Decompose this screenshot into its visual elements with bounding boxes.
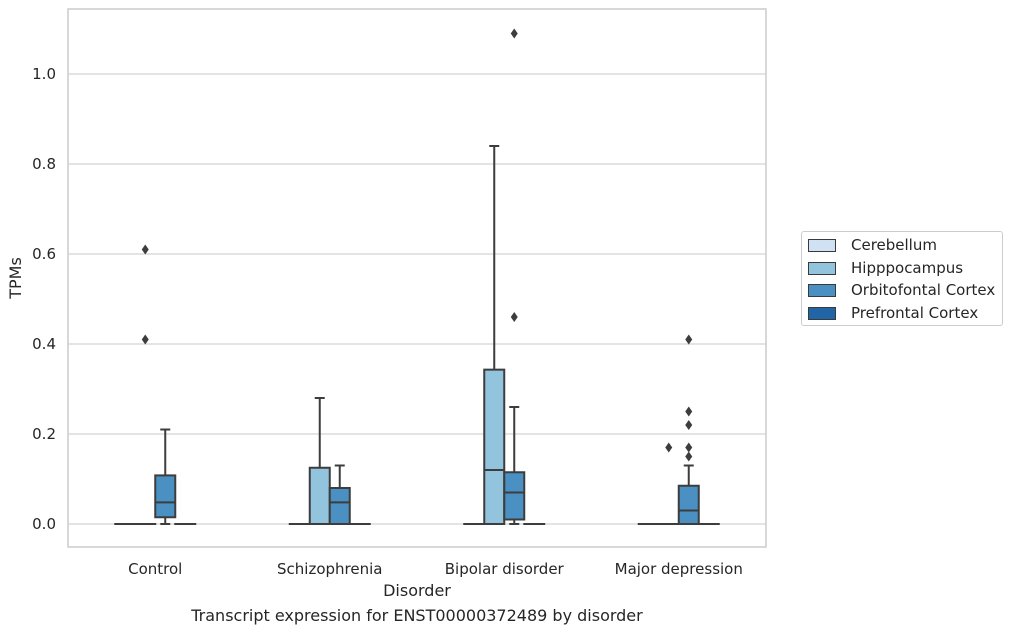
plot-frame <box>67 8 767 548</box>
chart-caption: Transcript expression for ENST0000037248… <box>191 606 643 625</box>
legend-swatch-cerebellum <box>808 238 836 252</box>
legend-label: Cerebellum <box>851 236 937 254</box>
legend-label: Hipppocampus <box>851 259 964 277</box>
y-tick-label: 0.6 <box>32 245 56 263</box>
box <box>328 487 351 525</box>
x-tick-label: Major depression <box>615 560 743 578</box>
legend-label: Prefrontal Cortex <box>851 304 979 322</box>
legend-swatch-orbitofrontal <box>808 283 836 297</box>
outlier-point <box>141 244 149 255</box>
y-axis-label: TPMs <box>6 257 25 300</box>
y-tick-label: 1.0 <box>32 65 56 83</box>
x-tick-label: Bipolar disorder <box>445 560 565 578</box>
box <box>308 466 331 525</box>
box <box>483 368 506 525</box>
outlier-point <box>510 28 518 39</box>
y-tick-label: 0.8 <box>32 155 56 173</box>
y-tick-label: 0.4 <box>32 335 56 353</box>
legend-item-hippocampus: Hipppocampus <box>808 258 963 278</box>
box <box>503 471 526 521</box>
x-tick-label: Schizophrenia <box>277 560 382 578</box>
box <box>677 484 700 525</box>
outlier-point <box>685 406 693 417</box>
outlier-point <box>685 442 693 453</box>
outlier-point <box>510 312 518 322</box>
box <box>154 474 177 519</box>
outlier-point <box>141 334 149 345</box>
x-axis-label: Disorder <box>383 581 451 600</box>
legend-swatch-hippocampus <box>808 261 836 275</box>
legend-item-cerebellum: Cerebellum <box>808 235 937 255</box>
legend-item-orbitofrontal: Orbitofontal Cortex <box>808 280 995 300</box>
x-tick-label: Control <box>128 560 182 578</box>
outlier-point <box>685 334 693 345</box>
outlier-point <box>685 451 693 462</box>
legend-label: Orbitofontal Cortex <box>851 281 996 299</box>
outlier-point <box>685 420 693 430</box>
legend-swatch-prefrontal <box>808 306 836 320</box>
outlier-point <box>665 442 673 453</box>
legend: Cerebellum Hipppocampus Orbitofontal Cor… <box>801 231 1003 326</box>
y-tick-label: 0.2 <box>32 425 56 443</box>
legend-item-prefrontal: Prefrontal Cortex <box>808 303 978 323</box>
y-tick-label: 0.0 <box>32 515 56 533</box>
